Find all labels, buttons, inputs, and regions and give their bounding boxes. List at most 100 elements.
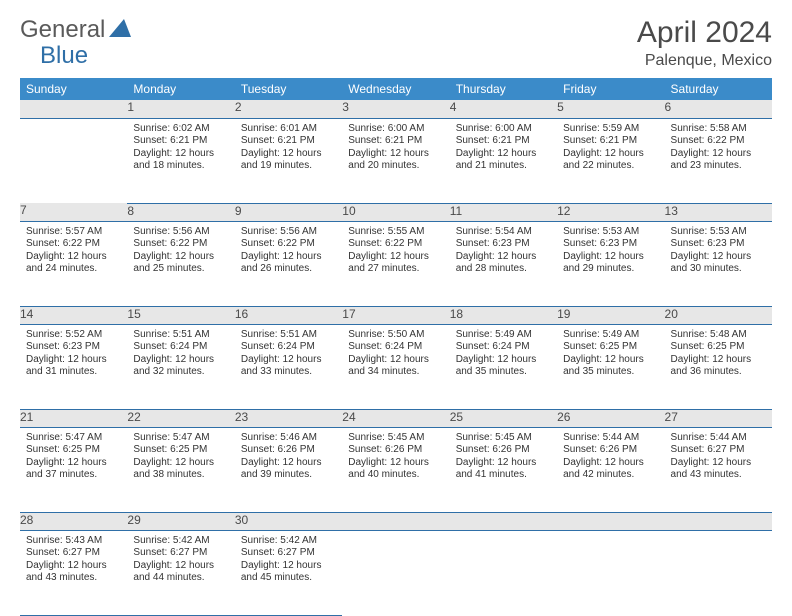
day2-text: and 27 minutes.: [348, 263, 443, 276]
day1-text: Daylight: 12 hours: [671, 457, 766, 470]
sunset-text: Sunset: 6:23 PM: [563, 238, 658, 251]
logo-text-blue: Blue: [40, 42, 88, 70]
sunset-text: Sunset: 6:24 PM: [456, 341, 551, 354]
day-cell-content: Sunrise: 5:58 AMSunset: 6:22 PMDaylight:…: [665, 119, 772, 179]
sunset-text: Sunset: 6:27 PM: [671, 444, 766, 457]
day-cell: Sunrise: 6:01 AMSunset: 6:21 PMDaylight:…: [235, 118, 342, 203]
day-number-cell: 24: [342, 409, 449, 427]
sunrise-text: Sunrise: 5:49 AM: [563, 329, 658, 342]
day-number-row: 123456: [20, 100, 772, 118]
day-cell: Sunrise: 5:53 AMSunset: 6:23 PMDaylight:…: [557, 221, 664, 306]
day-number-cell: 26: [557, 409, 664, 427]
day1-text: Daylight: 12 hours: [133, 354, 228, 367]
sunrise-text: Sunrise: 5:44 AM: [563, 432, 658, 445]
sunrise-text: Sunrise: 5:59 AM: [563, 123, 658, 136]
sunrise-text: Sunrise: 6:02 AM: [133, 123, 228, 136]
day-number-cell: 28: [20, 512, 127, 530]
sunset-text: Sunset: 6:24 PM: [133, 341, 228, 354]
day-cell: Sunrise: 5:44 AMSunset: 6:27 PMDaylight:…: [665, 427, 772, 512]
day2-text: and 39 minutes.: [241, 469, 336, 482]
day-number-cell: 5: [557, 100, 664, 118]
day-cell-content: Sunrise: 5:55 AMSunset: 6:22 PMDaylight:…: [342, 222, 449, 282]
day-cell: Sunrise: 5:47 AMSunset: 6:25 PMDaylight:…: [20, 427, 127, 512]
sunset-text: Sunset: 6:22 PM: [133, 238, 228, 251]
weekday-header: Sunday: [20, 78, 127, 100]
day2-text: and 31 minutes.: [26, 366, 121, 379]
day-cell-content: Sunrise: 5:56 AMSunset: 6:22 PMDaylight:…: [127, 222, 234, 282]
day-cell: Sunrise: 5:51 AMSunset: 6:24 PMDaylight:…: [235, 324, 342, 409]
day-cell: Sunrise: 6:00 AMSunset: 6:21 PMDaylight:…: [450, 118, 557, 203]
day1-text: Daylight: 12 hours: [456, 457, 551, 470]
day-number-cell: 18: [450, 306, 557, 324]
sunset-text: Sunset: 6:21 PM: [456, 135, 551, 148]
day1-text: Daylight: 12 hours: [133, 457, 228, 470]
day2-text: and 35 minutes.: [456, 366, 551, 379]
sunset-text: Sunset: 6:21 PM: [563, 135, 658, 148]
day1-text: Daylight: 12 hours: [26, 251, 121, 264]
calendar-table: Sunday Monday Tuesday Wednesday Thursday…: [20, 78, 772, 616]
day-cell-content: Sunrise: 5:57 AMSunset: 6:22 PMDaylight:…: [20, 222, 127, 282]
day2-text: and 37 minutes.: [26, 469, 121, 482]
sunrise-text: Sunrise: 6:00 AM: [348, 123, 443, 136]
day1-text: Daylight: 12 hours: [563, 457, 658, 470]
sunrise-text: Sunrise: 5:54 AM: [456, 226, 551, 239]
day2-text: and 20 minutes.: [348, 160, 443, 173]
day2-text: and 43 minutes.: [671, 469, 766, 482]
day1-text: Daylight: 12 hours: [348, 354, 443, 367]
day-number-cell: 6: [665, 100, 772, 118]
day1-text: Daylight: 12 hours: [241, 148, 336, 161]
day2-text: and 28 minutes.: [456, 263, 551, 276]
day1-text: Daylight: 12 hours: [456, 148, 551, 161]
sunrise-text: Sunrise: 5:42 AM: [133, 535, 228, 548]
day-number-cell: 22: [127, 409, 234, 427]
day1-text: Daylight: 12 hours: [133, 148, 228, 161]
day-cell-content: Sunrise: 5:46 AMSunset: 6:26 PMDaylight:…: [235, 428, 342, 488]
day1-text: Daylight: 12 hours: [133, 251, 228, 264]
day1-text: Daylight: 12 hours: [456, 354, 551, 367]
day-cell: Sunrise: 5:49 AMSunset: 6:25 PMDaylight:…: [557, 324, 664, 409]
sunset-text: Sunset: 6:25 PM: [563, 341, 658, 354]
day-cell-content: Sunrise: 5:43 AMSunset: 6:27 PMDaylight:…: [20, 531, 127, 591]
day-number-cell: [20, 100, 127, 118]
calendar-body: 123456Sunrise: 6:02 AMSunset: 6:21 PMDay…: [20, 100, 772, 615]
day-cell-content: Sunrise: 5:59 AMSunset: 6:21 PMDaylight:…: [557, 119, 664, 179]
sunset-text: Sunset: 6:22 PM: [348, 238, 443, 251]
day-number-cell: 4: [450, 100, 557, 118]
day-number-cell: 7: [20, 203, 127, 221]
day-cell-content: Sunrise: 5:51 AMSunset: 6:24 PMDaylight:…: [235, 325, 342, 385]
week-row: Sunrise: 5:57 AMSunset: 6:22 PMDaylight:…: [20, 221, 772, 306]
day-cell: Sunrise: 5:52 AMSunset: 6:23 PMDaylight:…: [20, 324, 127, 409]
sunrise-text: Sunrise: 5:48 AM: [671, 329, 766, 342]
page-header: General April 2024 Palenque, Mexico: [20, 16, 772, 70]
day-cell-content: Sunrise: 6:02 AMSunset: 6:21 PMDaylight:…: [127, 119, 234, 179]
weekday-header: Tuesday: [235, 78, 342, 100]
sunset-text: Sunset: 6:26 PM: [456, 444, 551, 457]
day1-text: Daylight: 12 hours: [348, 251, 443, 264]
day2-text: and 35 minutes.: [563, 366, 658, 379]
day-cell-content: Sunrise: 5:52 AMSunset: 6:23 PMDaylight:…: [20, 325, 127, 385]
sunset-text: Sunset: 6:25 PM: [671, 341, 766, 354]
logo-triangle-icon: [109, 19, 131, 42]
day-number-cell: 13: [665, 203, 772, 221]
sunrise-text: Sunrise: 5:53 AM: [671, 226, 766, 239]
day-cell: Sunrise: 5:54 AMSunset: 6:23 PMDaylight:…: [450, 221, 557, 306]
day-number-cell: 10: [342, 203, 449, 221]
day2-text: and 21 minutes.: [456, 160, 551, 173]
day-number-cell: 25: [450, 409, 557, 427]
sunrise-text: Sunrise: 5:52 AM: [26, 329, 121, 342]
logo-text-general: General: [20, 16, 105, 44]
day-cell: Sunrise: 5:50 AMSunset: 6:24 PMDaylight:…: [342, 324, 449, 409]
day1-text: Daylight: 12 hours: [671, 148, 766, 161]
sunset-text: Sunset: 6:22 PM: [241, 238, 336, 251]
day1-text: Daylight: 12 hours: [26, 560, 121, 573]
day-cell: Sunrise: 5:44 AMSunset: 6:26 PMDaylight:…: [557, 427, 664, 512]
day-number-cell: 14: [20, 306, 127, 324]
sunset-text: Sunset: 6:22 PM: [671, 135, 766, 148]
day-number-cell: 29: [127, 512, 234, 530]
sunrise-text: Sunrise: 5:55 AM: [348, 226, 443, 239]
weekday-header: Saturday: [665, 78, 772, 100]
day-cell: [342, 530, 449, 615]
day-cell: Sunrise: 5:59 AMSunset: 6:21 PMDaylight:…: [557, 118, 664, 203]
sunrise-text: Sunrise: 5:56 AM: [241, 226, 336, 239]
day-cell: Sunrise: 5:55 AMSunset: 6:22 PMDaylight:…: [342, 221, 449, 306]
